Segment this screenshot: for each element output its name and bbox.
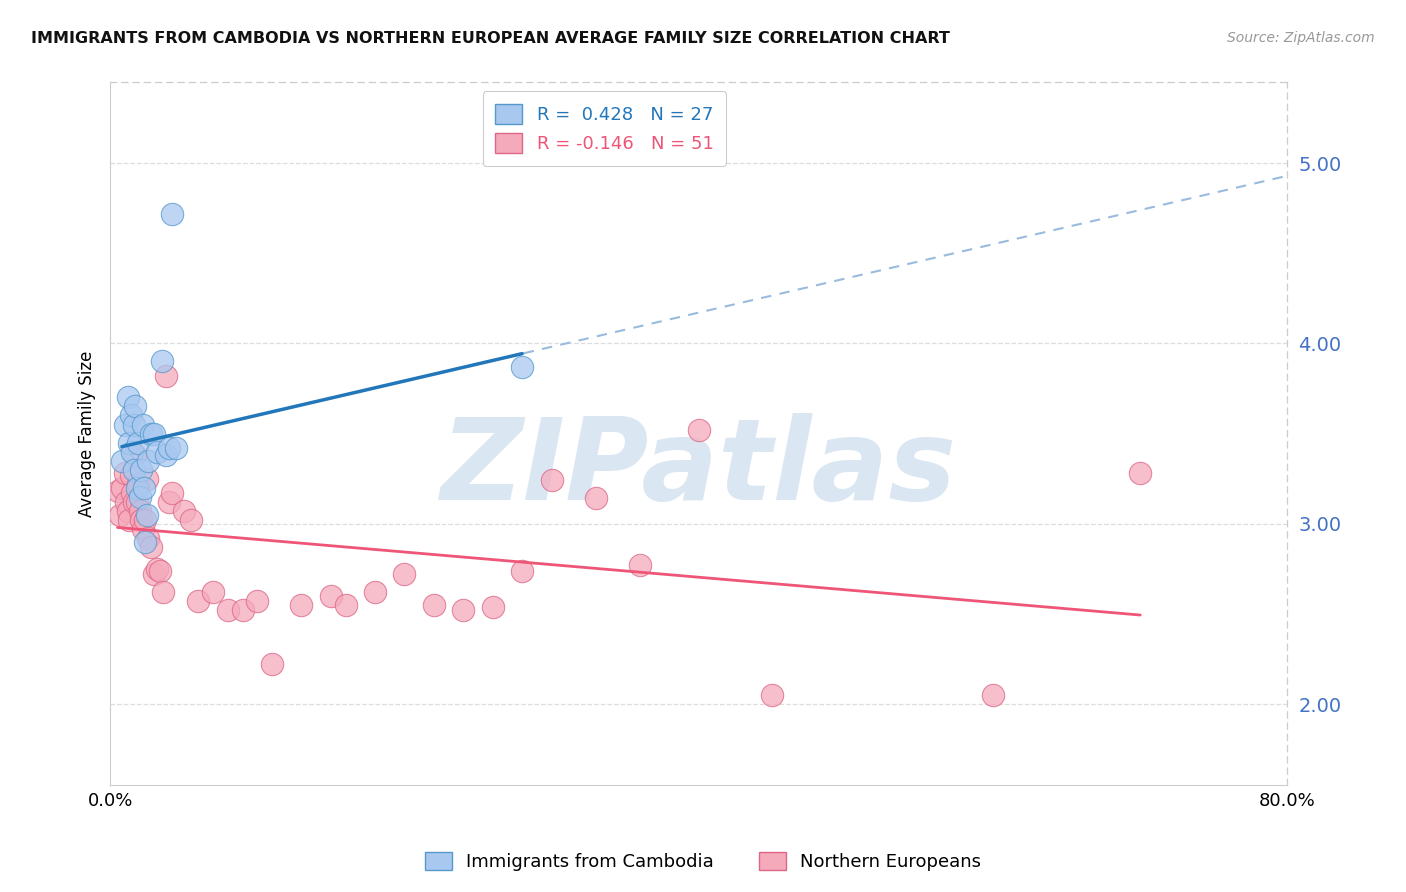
- Point: [127, 477, 149, 491]
- Point: [143, 426, 166, 441]
- Point: [981, 688, 1004, 702]
- Point: [157, 495, 180, 509]
- Point: [155, 448, 177, 462]
- Point: [453, 603, 475, 617]
- Point: [628, 558, 651, 573]
- Point: [125, 495, 148, 509]
- Point: [155, 368, 177, 383]
- Point: [423, 598, 446, 612]
- Point: [585, 491, 607, 506]
- Point: [124, 400, 146, 414]
- Point: [118, 435, 141, 450]
- Point: [125, 481, 148, 495]
- Point: [121, 486, 143, 500]
- Point: [111, 453, 134, 467]
- Point: [173, 504, 195, 518]
- Point: [146, 562, 169, 576]
- Point: [138, 453, 160, 467]
- Point: [127, 435, 149, 450]
- Point: [335, 598, 357, 612]
- Point: [146, 444, 169, 458]
- Point: [141, 540, 163, 554]
- Point: [540, 474, 562, 488]
- Point: [160, 206, 183, 220]
- Point: [160, 486, 183, 500]
- Point: [120, 409, 142, 423]
- Text: ZIPatlas: ZIPatlas: [440, 413, 957, 524]
- Point: [138, 531, 160, 545]
- Point: [111, 481, 134, 495]
- Point: [510, 564, 533, 578]
- Point: [217, 603, 239, 617]
- Y-axis label: Average Family Size: Average Family Size: [79, 351, 96, 516]
- Point: [232, 603, 254, 617]
- Point: [180, 513, 202, 527]
- Legend: Immigrants from Cambodia, Northern Europeans: Immigrants from Cambodia, Northern Europ…: [418, 845, 988, 879]
- Point: [115, 495, 138, 509]
- Point: [688, 423, 710, 437]
- Point: [202, 585, 225, 599]
- Point: [131, 417, 153, 432]
- Point: [149, 564, 172, 578]
- Legend: R =  0.428   N = 27, R = -0.146   N = 51: R = 0.428 N = 27, R = -0.146 N = 51: [482, 91, 727, 166]
- Point: [122, 417, 145, 432]
- Point: [118, 513, 141, 527]
- Point: [128, 490, 150, 504]
- Point: [157, 441, 180, 455]
- Point: [124, 448, 146, 462]
- Point: [121, 444, 143, 458]
- Point: [129, 513, 152, 527]
- Point: [319, 589, 342, 603]
- Point: [114, 417, 136, 432]
- Point: [131, 522, 153, 536]
- Point: [122, 495, 145, 509]
- Point: [165, 441, 187, 455]
- Point: [120, 468, 142, 483]
- Point: [1129, 466, 1152, 480]
- Point: [290, 598, 312, 612]
- Point: [129, 462, 152, 476]
- Point: [510, 359, 533, 374]
- Point: [246, 594, 269, 608]
- Point: [141, 426, 163, 441]
- Point: [132, 481, 155, 495]
- Point: [117, 504, 139, 518]
- Point: [136, 508, 159, 522]
- Point: [394, 567, 416, 582]
- Text: IMMIGRANTS FROM CAMBODIA VS NORTHERN EUROPEAN AVERAGE FAMILY SIZE CORRELATION CH: IMMIGRANTS FROM CAMBODIA VS NORTHERN EUR…: [31, 31, 950, 46]
- Point: [152, 585, 174, 599]
- Point: [364, 585, 387, 599]
- Text: Source: ZipAtlas.com: Source: ZipAtlas.com: [1227, 31, 1375, 45]
- Point: [143, 567, 166, 582]
- Point: [481, 599, 503, 614]
- Point: [134, 534, 156, 549]
- Point: [187, 594, 209, 608]
- Point: [110, 508, 132, 522]
- Point: [117, 391, 139, 405]
- Point: [122, 462, 145, 476]
- Point: [134, 513, 156, 527]
- Point: [150, 354, 173, 368]
- Point: [761, 688, 783, 702]
- Point: [107, 484, 129, 499]
- Point: [128, 504, 150, 518]
- Point: [260, 657, 283, 672]
- Point: [136, 472, 159, 486]
- Point: [114, 466, 136, 480]
